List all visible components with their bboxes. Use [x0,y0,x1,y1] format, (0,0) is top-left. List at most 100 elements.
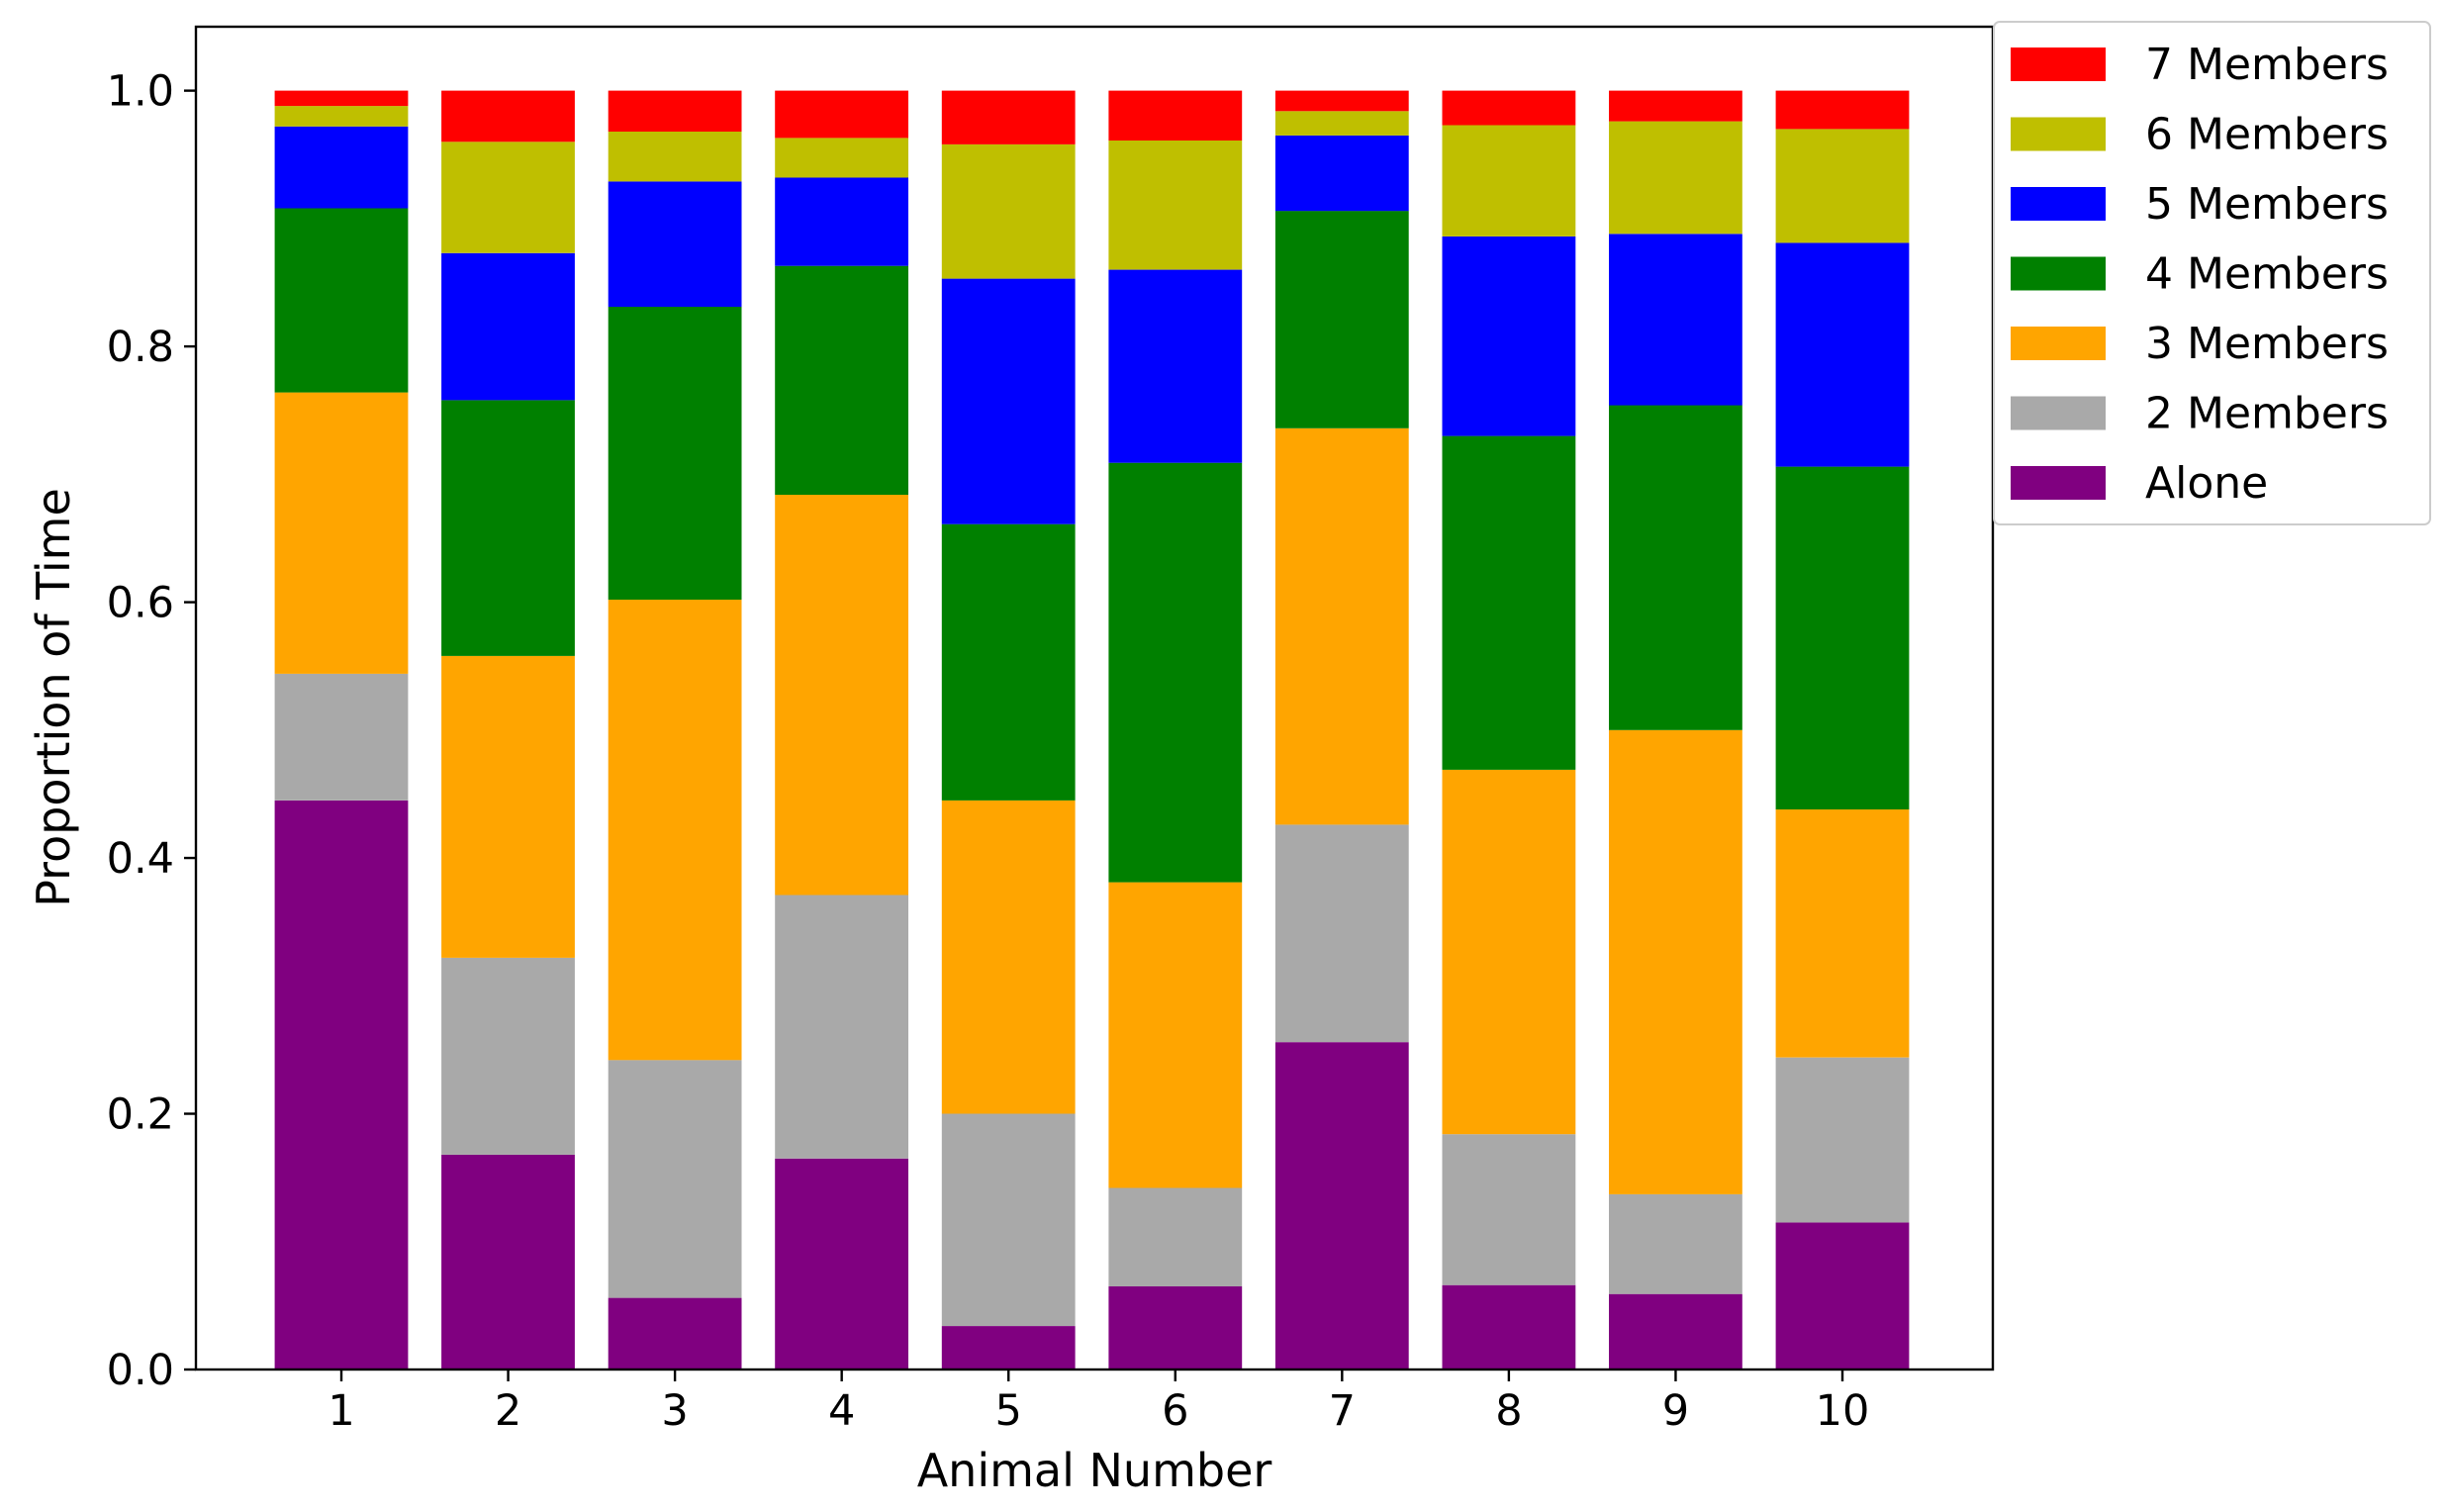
y-tick-label: 1.0 [107,67,174,117]
bar-segment [1108,1187,1243,1286]
bar-segment [608,90,742,132]
plot-frame [194,25,1995,1371]
bar-segment [1108,882,1243,1188]
bar-segment [775,495,908,896]
legend-swatch [2011,47,2106,81]
bar-segment [608,1297,742,1370]
bar-segment [941,143,1076,279]
legend-entry-label: 5 Members [2145,179,2389,230]
bar-segment [441,90,575,142]
bar-segment [775,138,908,178]
bar-segment [1775,242,1910,467]
bar-segment [1274,90,1409,112]
bar-segment [1609,1293,1742,1370]
x-tick-label: 9 [1662,1386,1689,1436]
x-axis: 1 2 3 4 5 6 7 8 9 10 [328,1370,1869,1436]
bar-segment [941,278,1076,524]
legend-swatch [2011,256,2106,291]
bar-segment [1442,769,1576,1135]
bar-segment [1274,1042,1409,1370]
legend-swatch [2011,187,2106,221]
bar-segment [1775,90,1910,130]
bar-segment [1609,90,1742,122]
bar-segment [941,1113,1076,1326]
bar-segment [274,90,409,107]
bar-segment [1108,90,1243,141]
bar-segment [1442,1284,1576,1370]
legend-entry-label: Alone [2145,458,2268,509]
x-axis-label: Animal Number [917,1444,1272,1497]
bar-segment [1609,1193,1742,1294]
bar-segment [1442,435,1576,770]
legend-entry-label: 4 Members [2145,249,2389,300]
bar-segment [1775,1057,1910,1223]
bar-segment [1442,1134,1576,1285]
bar-segment [274,208,409,393]
bar-segment [441,252,575,401]
x-tick-label: 6 [1162,1386,1188,1436]
bar-segment [1609,234,1742,406]
legend-entry-label: 2 Members [2145,389,2389,439]
bar-segment [274,800,409,1370]
legend-entry-label: 7 Members [2145,40,2389,90]
bar-segment [608,1060,742,1298]
bar-segment [441,142,575,253]
bar-segment [1775,129,1910,243]
bar-segment [274,392,409,674]
bar-segment [1274,824,1409,1043]
bar-segment [1274,135,1409,212]
bar-segment [274,126,409,209]
bar-segment [941,1326,1076,1370]
bar-segment [1108,462,1243,883]
bar-segment [1442,236,1576,436]
y-axis: 0.0 0.2 0.4 0.6 0.8 1.0 [107,67,196,1395]
bar-segment [775,1158,908,1370]
legend-swatch [2011,466,2106,500]
bar-segment [1609,121,1742,235]
bar-segment [1609,729,1742,1194]
y-tick-label: 0.8 [107,323,174,372]
bar-segment [441,400,575,656]
bars-layer [274,90,1910,1370]
bar-segment [775,895,908,1159]
bar-segment [1274,111,1409,136]
y-tick-label: 0.4 [107,834,174,884]
bar-segment [608,307,742,600]
legend-entry-label: 3 Members [2145,319,2389,369]
legend-swatch [2011,117,2106,151]
y-tick-label: 0.6 [107,579,174,628]
bar-segment [608,181,742,308]
x-tick-label: 8 [1495,1386,1522,1436]
y-tick-label: 0.2 [107,1090,174,1140]
y-tick-label: 0.0 [107,1346,174,1395]
bar-segment [1442,125,1576,236]
bar-segment [1108,269,1243,463]
x-tick-label: 7 [1329,1386,1356,1436]
bar-segment [274,673,409,801]
bar-segment [1609,405,1742,730]
legend: 7 Members 6 Members 5 Members 4 Members 3 Me… [1993,21,2431,525]
bar-segment [775,177,908,266]
legend-entry-label: 6 Members [2145,110,2389,160]
x-tick-label: 3 [661,1386,688,1436]
bar-segment [1108,1286,1243,1370]
x-tick-label: 5 [995,1386,1022,1436]
bar-segment [1274,211,1409,428]
bar-segment [608,132,742,182]
bar-segment [1775,808,1910,1058]
bar-segment [941,90,1076,144]
y-axis-label: Proportion of Time [27,488,80,907]
bar-segment [274,106,409,127]
x-tick-label: 1 [328,1386,354,1436]
x-tick-label: 2 [495,1386,521,1436]
x-tick-label: 10 [1816,1386,1870,1436]
bar-segment [1108,141,1243,270]
bar-segment [441,957,575,1155]
bar-segment [441,655,575,958]
bar-segment [941,800,1076,1114]
bar-segment [941,523,1076,801]
bar-segment [1775,1222,1910,1370]
bar-segment [1775,466,1910,809]
bar-segment [775,90,908,139]
